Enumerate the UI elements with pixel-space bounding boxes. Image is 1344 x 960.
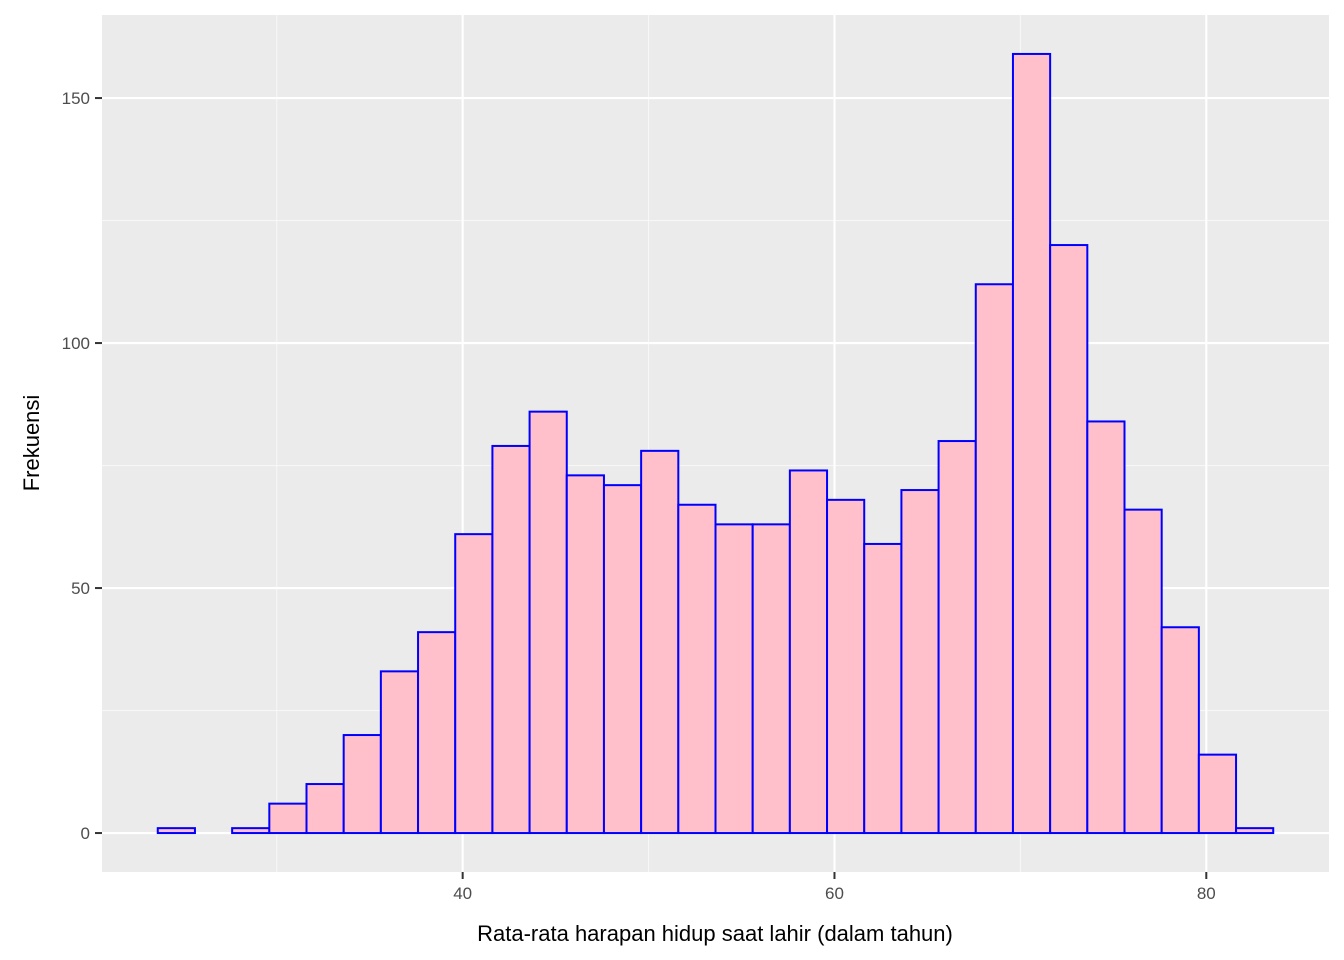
x-axis-title: Rata-rata harapan hidup saat lahir (dala… xyxy=(477,921,953,946)
histogram-bar xyxy=(305,783,345,835)
x-tick-label: 60 xyxy=(825,884,844,903)
histogram-bar xyxy=(863,542,903,835)
histogram-bar xyxy=(974,283,1014,835)
histogram-bar xyxy=(677,503,717,835)
histogram-bars xyxy=(156,52,1275,835)
histogram-bar xyxy=(231,827,271,835)
y-tick-label: 100 xyxy=(62,334,90,353)
x-tick-label: 80 xyxy=(1197,884,1216,903)
histogram-bar xyxy=(826,498,866,835)
y-tick-label: 150 xyxy=(62,89,90,108)
histogram-bar xyxy=(1160,626,1200,835)
histogram-bar xyxy=(565,474,605,835)
histogram-bar xyxy=(417,631,457,835)
histogram-bar xyxy=(714,523,754,835)
histogram-bar xyxy=(602,484,643,835)
histogram-bar xyxy=(1123,508,1163,835)
histogram-bar xyxy=(156,827,196,835)
x-tick-label: 40 xyxy=(453,884,472,903)
y-tick-label: 50 xyxy=(71,579,90,598)
histogram-bar xyxy=(342,734,382,835)
histogram-bar xyxy=(1011,52,1052,835)
histogram-bar xyxy=(379,670,420,835)
histogram-bar xyxy=(491,444,531,835)
histogram-bar xyxy=(937,440,977,835)
y-tick-label: 0 xyxy=(81,824,90,843)
histogram-bar xyxy=(528,410,568,835)
histogram-bar xyxy=(268,802,308,835)
histogram-bar xyxy=(751,523,791,835)
histogram-bar xyxy=(1197,753,1238,835)
histogram-bar xyxy=(788,469,829,835)
histogram-bar xyxy=(640,449,680,835)
histogram-bar xyxy=(1086,420,1126,835)
histogram-bar xyxy=(1049,244,1089,835)
y-axis-title: Frekuensi xyxy=(19,395,44,492)
histogram-bar xyxy=(900,489,940,835)
x-axis: 40 60 80 xyxy=(453,872,1216,903)
histogram-bar xyxy=(1235,827,1275,835)
y-axis: 0 50 100 150 xyxy=(62,89,102,843)
histogram-bar xyxy=(454,533,494,835)
